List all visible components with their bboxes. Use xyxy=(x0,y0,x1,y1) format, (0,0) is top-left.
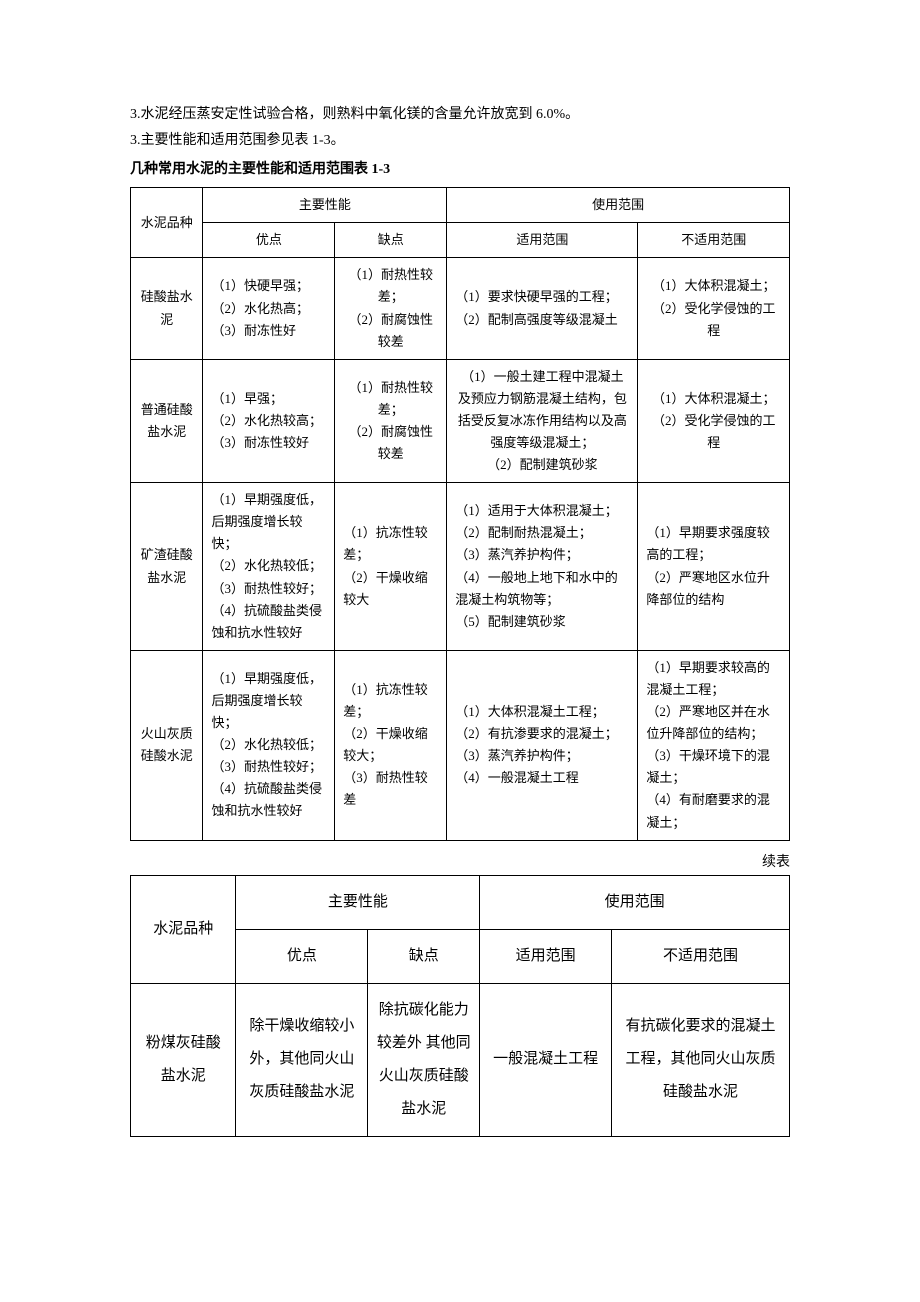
table-cell: （1）抗冻性较差； （2）干燥收缩较大 xyxy=(335,483,447,651)
table-cell: （1）大体积混凝土； （2）受化学侵蚀的工程 xyxy=(638,359,790,482)
th-type: 水泥品种 xyxy=(131,188,203,258)
table-row: 粉煤灰硅酸盐水泥除干燥收缩较小外，其他同火山灰质硅酸盐水泥除抗碳化能力较差外 其… xyxy=(131,983,790,1136)
th2-adv: 优点 xyxy=(236,929,368,983)
th2-perf: 主要性能 xyxy=(236,875,480,929)
table2-body: 粉煤灰硅酸盐水泥除干燥收缩较小外，其他同火山灰质硅酸盐水泥除抗碳化能力较差外 其… xyxy=(131,983,790,1136)
table-cell: 硅酸盐水泥 xyxy=(131,258,203,359)
th2-unfit: 不适用范围 xyxy=(612,929,790,983)
th-scope: 使用范围 xyxy=(447,188,790,223)
th2-dis: 缺点 xyxy=(368,929,480,983)
table1-body: 硅酸盐水泥（1）快硬早强； （2）水化热高； （3）耐冻性好（1）耐热性较差； … xyxy=(131,258,790,840)
table-row: 硅酸盐水泥（1）快硬早强； （2）水化热高； （3）耐冻性好（1）耐热性较差； … xyxy=(131,258,790,359)
table-cell: 有抗碳化要求的混凝土工程，其他同火山灰质硅酸盐水泥 xyxy=(612,983,790,1136)
table-cell: 矿渣硅酸盐水泥 xyxy=(131,483,203,651)
section-title: 几种常用水泥的主要性能和适用范围表 1-3 xyxy=(130,159,790,181)
table-cell: 火山灰质硅酸水泥 xyxy=(131,650,203,840)
table-cell: （1）一般土建工程中混凝土及预应力钢筋混凝土结构，包括受反复冰冻作用结构以及高强… xyxy=(447,359,638,482)
table-cell: 一般混凝土工程 xyxy=(480,983,612,1136)
table-cell: 普通硅酸盐水泥 xyxy=(131,359,203,482)
th-perf: 主要性能 xyxy=(203,188,447,223)
th-dis: 缺点 xyxy=(335,223,447,258)
th2-fit: 适用范围 xyxy=(480,929,612,983)
table-cell: 粉煤灰硅酸盐水泥 xyxy=(131,983,236,1136)
th2-scope: 使用范围 xyxy=(480,875,790,929)
table-cell: （1）早期要求强度较高的工程； （2）严寒地区水位升降部位的结构 xyxy=(638,483,790,651)
table-row: 火山灰质硅酸水泥（1）早期强度低，后期强度增长较快； （2）水化热较低； （3）… xyxy=(131,650,790,840)
table-cell: （1）早期要求较高的混凝土工程； （2）严寒地区并在水位升降部位的结构； （3）… xyxy=(638,650,790,840)
table-cell: （1）耐热性较差； （2）耐腐蚀性较差 xyxy=(335,359,447,482)
table-cell: （1）早期强度低，后期强度增长较快； （2）水化热较低； （3）耐热性较好； （… xyxy=(203,650,335,840)
table-row: 普通硅酸盐水泥（1）早强； （2）水化热较高； （3）耐冻性较好（1）耐热性较差… xyxy=(131,359,790,482)
th2-type: 水泥品种 xyxy=(131,875,236,983)
table-cell: （1）大体积混凝土工程； （2）有抗渗要求的混凝土； （3）蒸汽养护构件； （4… xyxy=(447,650,638,840)
table-cell: 除抗碳化能力较差外 其他同火山灰质硅酸盐水泥 xyxy=(368,983,480,1136)
table-cell: （1）抗冻性较差； （2）干燥收缩较大； （3）耐热性较差 xyxy=(335,650,447,840)
cement-table-2: 水泥品种 主要性能 使用范围 优点 缺点 适用范围 不适用范围 粉煤灰硅酸盐水泥… xyxy=(130,875,790,1137)
th-fit: 适用范围 xyxy=(447,223,638,258)
intro-line-2: 3.主要性能和适用范围参见表 1-3。 xyxy=(130,130,790,152)
th-adv: 优点 xyxy=(203,223,335,258)
table-row: 矿渣硅酸盐水泥（1）早期强度低，后期强度增长较快； （2）水化热较低； （3）耐… xyxy=(131,483,790,651)
table-cell: （1）耐热性较差； （2）耐腐蚀性较差 xyxy=(335,258,447,359)
table-cell: （1）早期强度低，后期强度增长较快； （2）水化热较低； （3）耐热性较好； （… xyxy=(203,483,335,651)
table-cell: （1）适用于大体积混凝土； （2）配制耐热混凝土； （3）蒸汽养护构件； （4）… xyxy=(447,483,638,651)
table-cell: （1）要求快硬早强的工程； （2）配制高强度等级混凝土 xyxy=(447,258,638,359)
table-cell: （1）大体积混凝土； （2）受化学侵蚀的工程 xyxy=(638,258,790,359)
table-cell: （1）早强； （2）水化热较高； （3）耐冻性较好 xyxy=(203,359,335,482)
th-unfit: 不适用范围 xyxy=(638,223,790,258)
intro-line-1: 3.水泥经压蒸安定性试验合格，则熟料中氧化镁的含量允许放宽到 6.0%。 xyxy=(130,104,790,126)
cement-table-1: 水泥品种 主要性能 使用范围 优点 缺点 适用范围 不适用范围 硅酸盐水泥（1）… xyxy=(130,187,790,840)
table-cell: （1）快硬早强； （2）水化热高； （3）耐冻性好 xyxy=(203,258,335,359)
continued-label: 续表 xyxy=(130,851,790,871)
table-cell: 除干燥收缩较小外，其他同火山灰质硅酸盐水泥 xyxy=(236,983,368,1136)
